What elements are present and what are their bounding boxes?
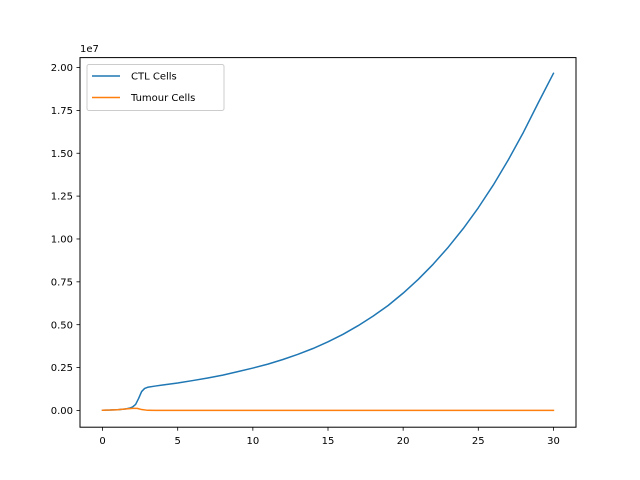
legend-label: Tumour Cells (130, 93, 195, 104)
y-tick-label: 2.00 (51, 63, 73, 74)
y-tick-label: 0.25 (51, 363, 73, 374)
y-axis: 0.00 0.25 0.50 0.75 1.00 1.25 1.50 1.75 2.00 (51, 63, 80, 417)
y-tick-label: 1.50 (51, 149, 73, 160)
y-tick-label: 0.00 (51, 406, 73, 417)
x-tick-label: 10 (246, 436, 259, 447)
y-axis-offset-label: 1e7 (80, 44, 99, 55)
y-tick-label: 0.75 (51, 277, 73, 288)
y-tick-label: 0.50 (51, 320, 73, 331)
series-line-tumour-cells (101, 407, 555, 412)
x-axis: 0 5 10 15 20 25 30 (99, 427, 560, 447)
series-line-ctl-cells (101, 72, 555, 411)
legend: CTL Cells Tumour Cells (86, 64, 225, 111)
x-tick-label: 30 (547, 436, 560, 447)
x-tick-label: 20 (397, 436, 410, 447)
y-tick-label: 1.75 (51, 106, 73, 117)
y-tick-label: 1.00 (51, 235, 73, 246)
legend-box (86, 64, 225, 111)
plot-lines (101, 72, 555, 412)
x-tick-label: 5 (175, 436, 181, 447)
x-tick-label: 25 (472, 436, 485, 447)
legend-label: CTL Cells (131, 72, 177, 83)
x-tick-label: 15 (322, 436, 335, 447)
y-tick-label: 1.25 (51, 192, 73, 203)
x-tick-label: 0 (99, 436, 105, 447)
